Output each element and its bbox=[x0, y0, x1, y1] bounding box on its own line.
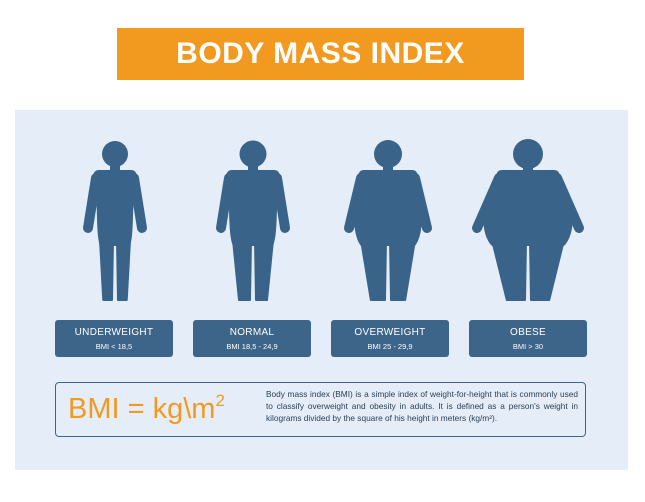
category-range: BMI 18,5 - 24,9 bbox=[226, 342, 278, 351]
category-range: BMI 25 - 29,9 bbox=[367, 342, 413, 351]
head bbox=[513, 139, 543, 169]
category-box: OBESE BMI > 30 bbox=[469, 320, 587, 357]
category-box: NORMAL BMI 18,5 - 24,9 bbox=[193, 320, 311, 357]
category-label: UNDERWEIGHT bbox=[74, 327, 154, 338]
formula-text: BMI = kg\m bbox=[68, 393, 216, 425]
title-banner: BODY MASS INDEX bbox=[117, 28, 524, 80]
category-label: OVERWEIGHT bbox=[354, 327, 426, 338]
leg bbox=[116, 239, 131, 301]
category-range: BMI < 18,5 bbox=[95, 342, 133, 351]
leg bbox=[491, 239, 527, 301]
neck bbox=[383, 162, 393, 174]
leg bbox=[99, 239, 114, 301]
leg bbox=[389, 239, 416, 301]
leg bbox=[360, 239, 387, 301]
category-range: BMI > 30 bbox=[512, 342, 544, 351]
torso bbox=[93, 170, 137, 246]
torso bbox=[226, 170, 280, 246]
formula-exponent: 2 bbox=[215, 391, 225, 410]
arm bbox=[129, 173, 147, 233]
category-label: NORMAL bbox=[229, 327, 275, 338]
leg bbox=[254, 239, 274, 301]
torso bbox=[353, 170, 423, 246]
formula-box: BMI = kg\m2 Body mass index (BMI) is a s… bbox=[55, 382, 586, 437]
category-box: OVERWEIGHT BMI 25 - 29,9 bbox=[331, 320, 449, 357]
head bbox=[374, 140, 402, 168]
formula: BMI = kg\m2 bbox=[68, 391, 225, 426]
description: Body mass index (BMI) is a simple index … bbox=[266, 389, 578, 423]
category-box: UNDERWEIGHT BMI < 18,5 bbox=[55, 320, 173, 357]
neck bbox=[248, 162, 258, 174]
head bbox=[102, 141, 128, 167]
arm bbox=[83, 173, 101, 233]
leg bbox=[529, 239, 565, 301]
category-label: OBESE bbox=[510, 327, 546, 338]
neck bbox=[110, 162, 120, 174]
torso bbox=[483, 170, 573, 246]
neck bbox=[523, 162, 533, 174]
leg bbox=[232, 239, 252, 301]
head bbox=[239, 140, 267, 168]
